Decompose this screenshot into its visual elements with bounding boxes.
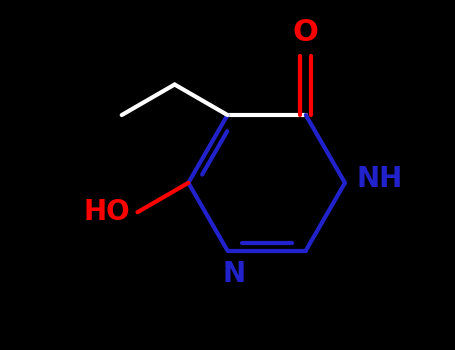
Text: NH: NH <box>357 165 403 193</box>
Text: HO: HO <box>83 198 130 226</box>
Text: N: N <box>222 260 245 288</box>
Text: O: O <box>293 18 318 47</box>
